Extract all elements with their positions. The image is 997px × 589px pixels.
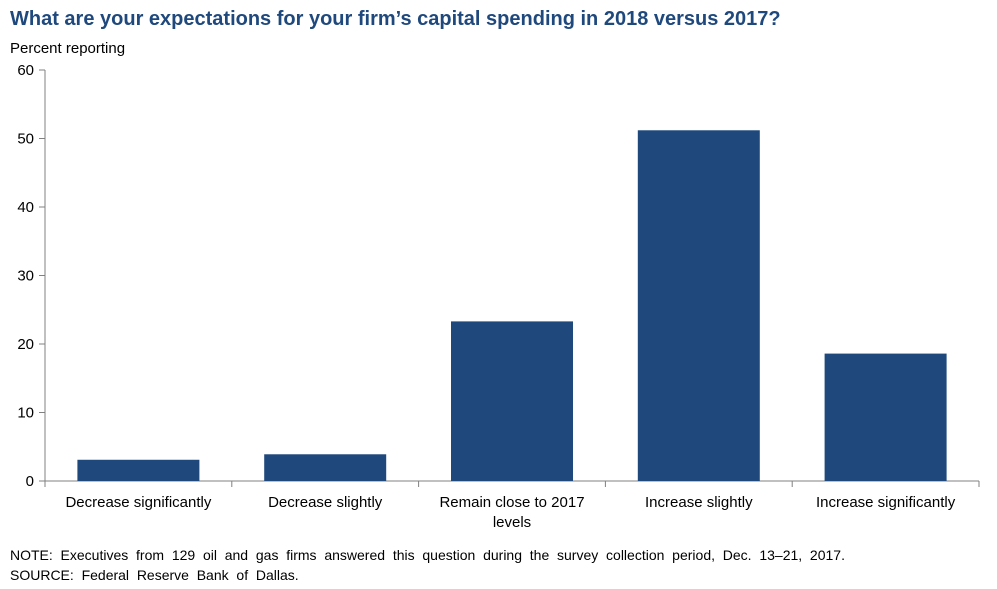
footnotes: NOTE: Executives from 129 oil and gas fi… (10, 545, 845, 585)
chart-title: What are your expectations for your firm… (10, 8, 781, 30)
x-tick-label: Decrease slightly (268, 494, 383, 511)
source-text: SOURCE: Federal Reserve Bank of Dallas. (10, 567, 299, 583)
y-tick-label: 60 (17, 62, 34, 79)
bar (637, 130, 760, 481)
bar (77, 459, 200, 481)
y-tick-label: 30 (17, 268, 34, 285)
x-tick-label: Increase slightly (645, 494, 753, 511)
note-text: NOTE: Executives from 129 oil and gas fi… (10, 547, 845, 563)
bar (824, 353, 947, 481)
bar (451, 321, 573, 481)
y-tick-label: 50 (17, 131, 34, 148)
x-tick-label: Remain close to 2017 levels (439, 494, 584, 531)
y-tick-label: 20 (17, 336, 34, 353)
y-tick-label: 10 (17, 405, 34, 422)
y-tick-label: 40 (17, 199, 34, 216)
y-axis-label: Percent reporting (10, 40, 126, 57)
x-tick-label: Increase significantly (816, 494, 956, 511)
bar (264, 454, 387, 481)
bar-chart: 0 10 20 30 40 50 60 Decrease significantly Decre… (17, 62, 980, 531)
x-tick-label: Decrease significantly (65, 494, 211, 511)
y-tick-label: 0 (26, 473, 34, 490)
